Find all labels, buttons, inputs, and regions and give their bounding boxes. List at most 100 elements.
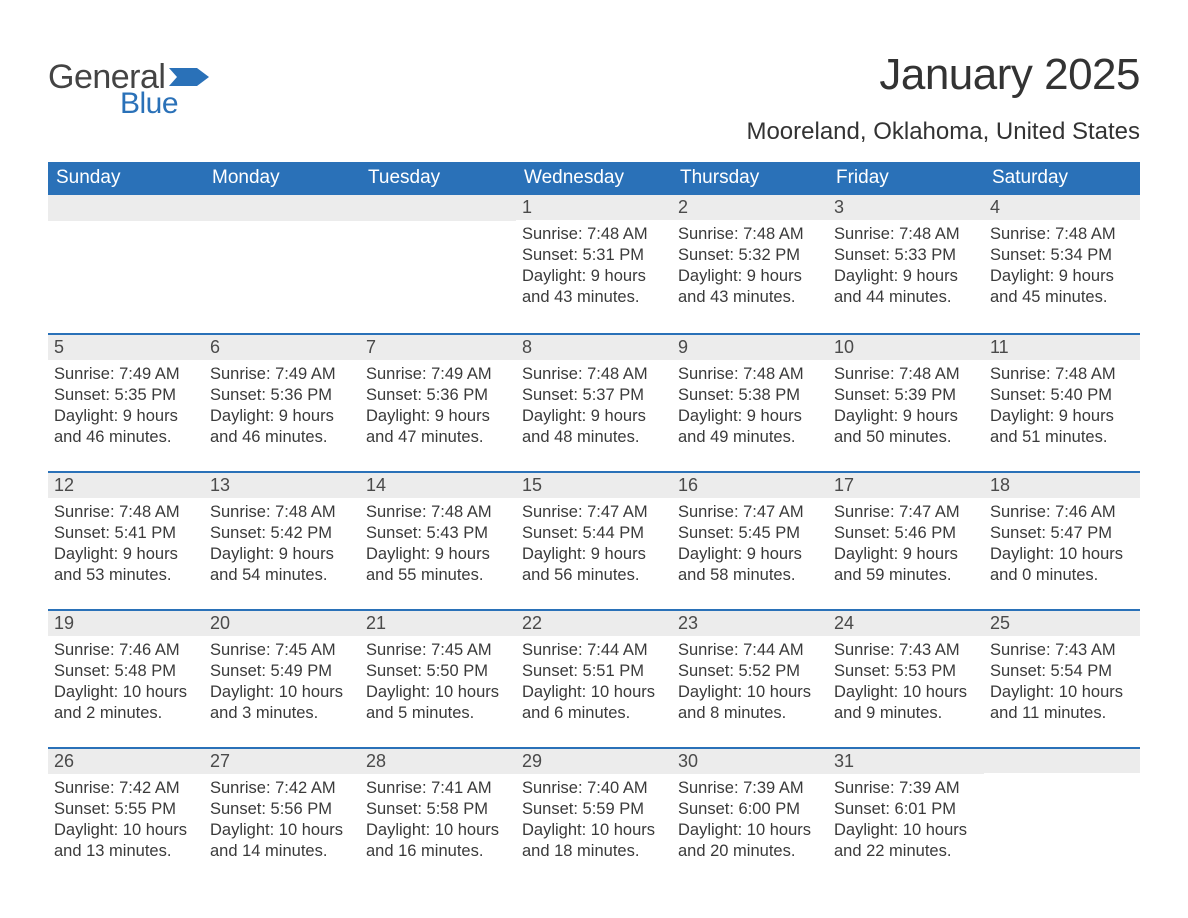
sunset-line: Sunset: 5:46 PM — [834, 523, 978, 544]
daylight-line: Daylight: 9 hours and 49 minutes. — [678, 406, 822, 448]
sunset-line: Sunset: 5:51 PM — [522, 661, 666, 682]
sunset-line: Sunset: 5:54 PM — [990, 661, 1134, 682]
calendar-cell: 7Sunrise: 7:49 AMSunset: 5:36 PMDaylight… — [360, 333, 516, 471]
day-number-bar-empty — [984, 747, 1140, 773]
daylight-line: Daylight: 9 hours and 43 minutes. — [522, 266, 666, 308]
calendar-cell: 12Sunrise: 7:48 AMSunset: 5:41 PMDayligh… — [48, 471, 204, 609]
title-block: January 2025 Mooreland, Oklahoma, United… — [746, 50, 1140, 146]
daylight-line: Daylight: 10 hours and 6 minutes. — [522, 682, 666, 724]
daylight-line: Daylight: 9 hours and 50 minutes. — [834, 406, 978, 448]
daylight-line: Daylight: 9 hours and 58 minutes. — [678, 544, 822, 586]
day-number-bar: 22 — [516, 609, 672, 636]
day-body: Sunrise: 7:48 AMSunset: 5:40 PMDaylight:… — [984, 360, 1140, 448]
calendar-cell: 24Sunrise: 7:43 AMSunset: 5:53 PMDayligh… — [828, 609, 984, 747]
calendar-cell: 23Sunrise: 7:44 AMSunset: 5:52 PMDayligh… — [672, 609, 828, 747]
day-number-bar: 10 — [828, 333, 984, 360]
daylight-line: Daylight: 10 hours and 14 minutes. — [210, 820, 354, 862]
day-header: Tuesday — [360, 162, 516, 195]
calendar-week: 26Sunrise: 7:42 AMSunset: 5:55 PMDayligh… — [48, 747, 1140, 885]
calendar-cell: 5Sunrise: 7:49 AMSunset: 5:35 PMDaylight… — [48, 333, 204, 471]
sunset-line: Sunset: 5:49 PM — [210, 661, 354, 682]
sunset-line: Sunset: 5:44 PM — [522, 523, 666, 544]
day-body: Sunrise: 7:48 AMSunset: 5:42 PMDaylight:… — [204, 498, 360, 586]
sunset-line: Sunset: 5:40 PM — [990, 385, 1134, 406]
day-body: Sunrise: 7:49 AMSunset: 5:36 PMDaylight:… — [204, 360, 360, 448]
daylight-line: Daylight: 10 hours and 18 minutes. — [522, 820, 666, 862]
day-body: Sunrise: 7:46 AMSunset: 5:48 PMDaylight:… — [48, 636, 204, 724]
day-number-bar: 26 — [48, 747, 204, 774]
calendar-cell: 18Sunrise: 7:46 AMSunset: 5:47 PMDayligh… — [984, 471, 1140, 609]
sunset-line: Sunset: 5:36 PM — [366, 385, 510, 406]
calendar-cell: 14Sunrise: 7:48 AMSunset: 5:43 PMDayligh… — [360, 471, 516, 609]
calendar-week: 12 Sunrise: 7:48 AM Sunset: 5:41 PM Dayligh… — [48, 471, 1140, 609]
sunset-line: Sunset: 5:33 PM — [834, 245, 978, 266]
sunrise-line: Sunrise: 7:44 AM — [678, 640, 822, 661]
day-number-bar-empty — [360, 195, 516, 221]
day-number-bar: 8 — [516, 333, 672, 360]
day-body: Sunrise: 7:48 AMSunset: 5:37 PMDaylight:… — [516, 360, 672, 448]
sunrise-line: Sunrise: 7:42 AM — [210, 778, 354, 799]
sunrise-line: Sunrise: 7:48 AM — [834, 224, 978, 245]
sunrise-line: Sunrise: 7:49 AM — [366, 364, 510, 385]
day-body: Sunrise: 7:49 AMSunset: 5:35 PMDaylight:… — [48, 360, 204, 448]
sunset-line: Sunset: 5:32 PM — [678, 245, 822, 266]
day-body: Sunrise: 7:48 AMSunset: 5:34 PMDaylight:… — [984, 220, 1140, 308]
day-header: Wednesday — [516, 162, 672, 195]
calendar-cell: 8Sunrise: 7:48 AMSunset: 5:37 PMDaylight… — [516, 333, 672, 471]
sunset-line: Sunset: 5:41 PM — [54, 523, 198, 544]
sunset-line: Sunset: 6:00 PM — [678, 799, 822, 820]
sunset-line: Sunset: 5:35 PM — [54, 385, 198, 406]
day-body: Sunrise: 7:39 AMSunset: 6:00 PMDaylight:… — [672, 774, 828, 862]
day-number-bar: 11 — [984, 333, 1140, 360]
calendar-cell — [360, 195, 516, 333]
day-number-bar: 12 — [48, 471, 204, 498]
daylight-line: Daylight: 10 hours and 20 minutes. — [678, 820, 822, 862]
calendar-cell: 10Sunrise: 7:48 AMSunset: 5:39 PMDayligh… — [828, 333, 984, 471]
day-body: Sunrise: 7:44 AMSunset: 5:51 PMDaylight:… — [516, 636, 672, 724]
sunrise-line: Sunrise: 7:46 AM — [990, 502, 1134, 523]
day-body: Sunrise: 7:48 AMSunset: 5:31 PMDaylight:… — [516, 220, 672, 308]
calendar-week: 1Sunrise: 7:48 AMSunset: 5:31 PMDaylight… — [48, 195, 1140, 333]
calendar-cell: 9Sunrise: 7:48 AMSunset: 5:38 PMDaylight… — [672, 333, 828, 471]
sunrise-line: Sunrise: 7:45 AM — [210, 640, 354, 661]
logo-text-blue: Blue — [120, 87, 178, 121]
day-number-bar: 25 — [984, 609, 1140, 636]
day-body: Sunrise: 7:45 AMSunset: 5:50 PMDaylight:… — [360, 636, 516, 724]
daylight-line: Daylight: 9 hours and 45 minutes. — [990, 266, 1134, 308]
calendar-cell: 27Sunrise: 7:42 AMSunset: 5:56 PMDayligh… — [204, 747, 360, 885]
day-header: Monday — [204, 162, 360, 195]
sunrise-line: Sunrise: 7:48 AM — [210, 502, 354, 523]
daylight-line: Daylight: 10 hours and 16 minutes. — [366, 820, 510, 862]
day-number-bar: 31 — [828, 747, 984, 774]
daylight-line: Daylight: 10 hours and 9 minutes. — [834, 682, 978, 724]
sunrise-line: Sunrise: 7:48 AM — [366, 502, 510, 523]
day-number-bar: 27 — [204, 747, 360, 774]
day-number-bar: 16 — [672, 471, 828, 498]
day-body: Sunrise: 7:42 AMSunset: 5:55 PMDaylight:… — [48, 774, 204, 862]
calendar-cell: 19Sunrise: 7:46 AMSunset: 5:48 PMDayligh… — [48, 609, 204, 747]
day-body: Sunrise: 7:49 AMSunset: 5:36 PMDaylight:… — [360, 360, 516, 448]
day-number-bar: 17 — [828, 471, 984, 498]
day-number-bar: 19 — [48, 609, 204, 636]
day-number-bar: 6 — [204, 333, 360, 360]
calendar-cell: 1Sunrise: 7:48 AMSunset: 5:31 PMDaylight… — [516, 195, 672, 333]
day-number-bar: 4 — [984, 195, 1140, 220]
daylight-line: Daylight: 9 hours and 44 minutes. — [834, 266, 978, 308]
day-body: Sunrise: 7:42 AMSunset: 5:56 PMDaylight:… — [204, 774, 360, 862]
sunset-line: Sunset: 5:52 PM — [678, 661, 822, 682]
calendar-cell: 15Sunrise: 7:47 AMSunset: 5:44 PMDayligh… — [516, 471, 672, 609]
daylight-line: Daylight: 9 hours and 59 minutes. — [834, 544, 978, 586]
day-number-bar: 7 — [360, 333, 516, 360]
sunrise-line: Sunrise: 7:48 AM — [678, 364, 822, 385]
sunset-line: Sunset: 5:45 PM — [678, 523, 822, 544]
sunrise-line: Sunrise: 7:49 AM — [210, 364, 354, 385]
header-row: General Blue January 2025 Mooreland, Okl… — [48, 50, 1140, 146]
calendar-cell — [48, 195, 204, 333]
sunset-line: Sunset: 5:37 PM — [522, 385, 666, 406]
daylight-line: Daylight: 9 hours and 48 minutes. — [522, 406, 666, 448]
day-header: Saturday — [984, 162, 1140, 195]
calendar-cell — [204, 195, 360, 333]
sunset-line: Sunset: 5:42 PM — [210, 523, 354, 544]
calendar-cell: 16Sunrise: 7:47 AMSunset: 5:45 PMDayligh… — [672, 471, 828, 609]
sunrise-line: Sunrise: 7:42 AM — [54, 778, 198, 799]
